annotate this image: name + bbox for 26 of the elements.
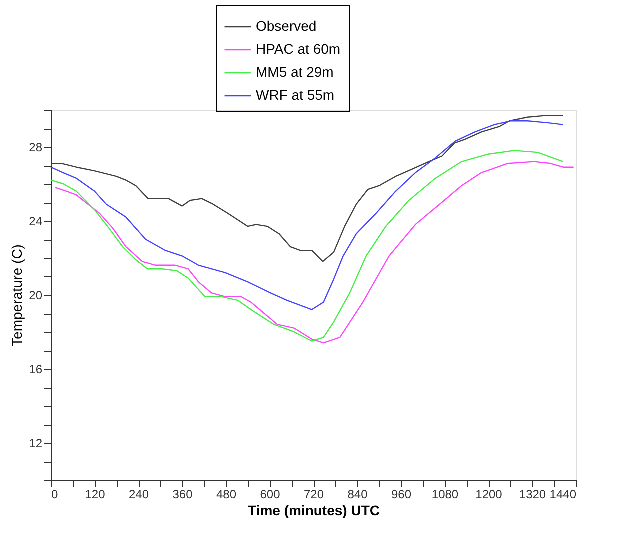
x-tick-label: 1200	[476, 488, 503, 502]
y-tick-label: 20	[29, 288, 43, 302]
x-tick-label: 960	[391, 488, 412, 502]
y-tick-label: 24	[29, 214, 43, 228]
legend-label: WRF at 55m	[256, 87, 335, 103]
y-tick-label: 16	[29, 362, 43, 376]
x-tick-label: 480	[216, 488, 237, 502]
legend-label: HPAC at 60m	[256, 41, 341, 57]
x-tick-label: 360	[172, 488, 194, 502]
x-tick-label: 840	[348, 488, 368, 502]
line-series	[50, 114, 564, 262]
x-tick-label: 240	[128, 488, 150, 502]
x-tick-label: 0	[52, 488, 58, 502]
x-tick-label: 120	[85, 488, 106, 502]
y-tick-label: 12	[29, 436, 43, 450]
x-tick-label: 720	[304, 488, 324, 502]
y-tick-label: 28	[29, 140, 43, 154]
y-axis-title: Temperature (C)	[9, 244, 26, 346]
x-tick-label: 1320	[519, 488, 546, 502]
x-tick-label: 1440	[550, 488, 577, 502]
x-tick-label: 1080	[432, 488, 459, 502]
x-tick-label: 600	[260, 488, 281, 502]
x-axis-title: Time (minutes) UTC	[248, 502, 380, 518]
line-series	[50, 120, 564, 310]
legend-label: MM5 at 29m	[256, 64, 334, 80]
legend-label: Observed	[256, 18, 317, 34]
